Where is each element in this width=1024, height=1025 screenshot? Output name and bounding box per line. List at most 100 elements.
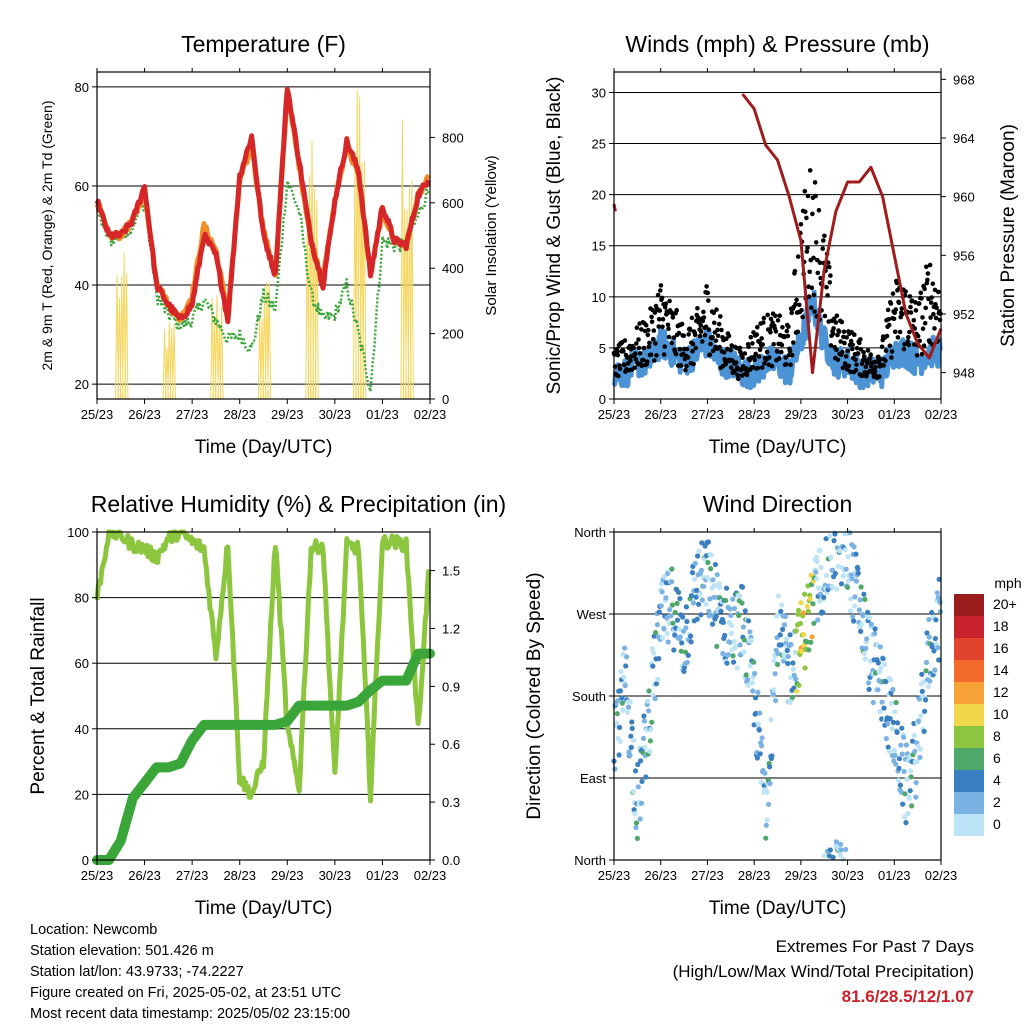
wind-gust-point [844, 335, 849, 340]
solar-insolation-mark [312, 188, 317, 400]
colorbar-label: 2 [993, 794, 1001, 810]
wind-gust-point [911, 318, 917, 323]
wind-direction-point [633, 820, 640, 826]
wind-direction-point [685, 652, 691, 659]
humidity-x-tick-label: 27/23 [176, 868, 209, 883]
wind-gust-point [663, 301, 669, 307]
winds-x-tick-label: 01/23 [878, 407, 911, 422]
wind-gust-point [872, 369, 878, 374]
wind-direction-point [805, 608, 811, 615]
wind-direction-point [641, 713, 647, 719]
wind-gust-point [855, 351, 861, 356]
wind-direction-point [714, 643, 720, 650]
wind-direction-point [625, 704, 632, 710]
wind-direction-point [847, 530, 853, 536]
humidity-x-tick-label: 01/23 [366, 868, 399, 883]
wind-direction-point [892, 709, 898, 715]
wind-gust-point [773, 313, 778, 319]
wind-direction-point [771, 687, 777, 693]
wind-direction-point [725, 652, 732, 658]
wind-direction-point [699, 597, 705, 603]
wind-gust-point [840, 349, 845, 355]
wind-direction-point [711, 594, 717, 600]
wind-gust-point [716, 321, 722, 327]
humidity-y-tick-label: 0 [82, 853, 89, 868]
wind-gust-point [656, 316, 662, 322]
wind-direction-point [908, 774, 914, 780]
wind-direction-point [843, 566, 849, 572]
wind-direction-point [754, 755, 761, 761]
colorbar-label: 18 [993, 618, 1009, 634]
wind-gust-point [806, 294, 812, 299]
wind-gust-point [622, 362, 627, 368]
wind-gust-point [915, 333, 921, 339]
wind-direction-point [796, 682, 802, 688]
wind-gust-point [688, 327, 693, 333]
humidity-title: Relative Humidity (%) & Precipitation (i… [91, 491, 506, 517]
wind-direction-point [856, 607, 862, 613]
wind-direction-point [696, 548, 702, 554]
wind-direction-point [720, 619, 726, 626]
wind-gust-point [916, 301, 922, 306]
station-location: Location: Newcomb [30, 922, 158, 938]
wind-gust-point [921, 343, 927, 349]
wind-gust-point [786, 353, 792, 358]
wind-direction-point [785, 660, 791, 667]
wind-gust-point [652, 358, 657, 363]
wind-direction-point [648, 726, 654, 733]
wind-direction-point [752, 670, 758, 677]
wind-direction-point [907, 788, 913, 794]
wind-direction-point [909, 738, 916, 744]
direction-title: Wind Direction [703, 491, 853, 517]
colorbar-swatch [954, 704, 984, 726]
wind-direction-point [813, 554, 819, 560]
wind-gust-point [905, 339, 911, 344]
wind-direction-point [926, 616, 932, 623]
wind-direction-point [635, 761, 641, 768]
wind-direction-point [737, 593, 743, 599]
wind-direction-point [622, 645, 628, 651]
wind-gust-point [662, 305, 668, 310]
wind-gust-point [684, 363, 689, 369]
winds-x-tick-label: 29/23 [785, 407, 818, 422]
wind-direction-point [616, 752, 622, 758]
wind-direction-point [656, 656, 662, 662]
wind-gust-point [700, 318, 706, 324]
wind-gust-point [681, 333, 687, 339]
temperature-x-tick-label: 29/23 [271, 407, 304, 422]
extremes-box: Extremes For Past 7 Days (High/Low/Max W… [673, 934, 974, 1009]
winds-y2-tick-label: 960 [953, 190, 975, 205]
wind-direction-point [860, 613, 866, 619]
wind-direction-point [641, 718, 648, 724]
wind-gust-point [809, 305, 814, 311]
wind-gust-point [759, 365, 765, 370]
wind-gust-point [884, 333, 890, 339]
wind-direction-point [931, 648, 937, 654]
wind-direction-point [693, 594, 699, 600]
wind-gust-point [865, 360, 870, 366]
wind-gust-point [933, 302, 938, 307]
solar-insolation-mark [409, 180, 414, 400]
wind-direction-point [688, 633, 694, 639]
wind-direction-point [694, 616, 700, 622]
wind-direction-point [677, 596, 683, 602]
wind-gust-point [932, 287, 938, 293]
solar-insolation-mark [162, 329, 167, 400]
wind-gust-point [666, 326, 671, 332]
winds-x-tick-label: 25/23 [598, 407, 631, 422]
wind-direction-point [749, 680, 755, 686]
wind-gust-point [827, 280, 833, 285]
wind-gust-point [785, 333, 791, 339]
temperature-x-tick-label: 30/23 [319, 407, 352, 422]
wind-direction-point [881, 661, 888, 668]
wind-gust-point [621, 348, 626, 354]
wind-gust-point [706, 327, 712, 332]
wind-gust-point [883, 358, 888, 364]
wind-direction-point [645, 698, 651, 704]
wind-direction-point [745, 618, 752, 624]
colorbar-label: 12 [993, 684, 1009, 700]
wind-direction-point [838, 841, 844, 847]
wind-direction-point [843, 846, 849, 853]
wind-direction-point [666, 620, 672, 627]
wind-direction-point [740, 624, 747, 630]
